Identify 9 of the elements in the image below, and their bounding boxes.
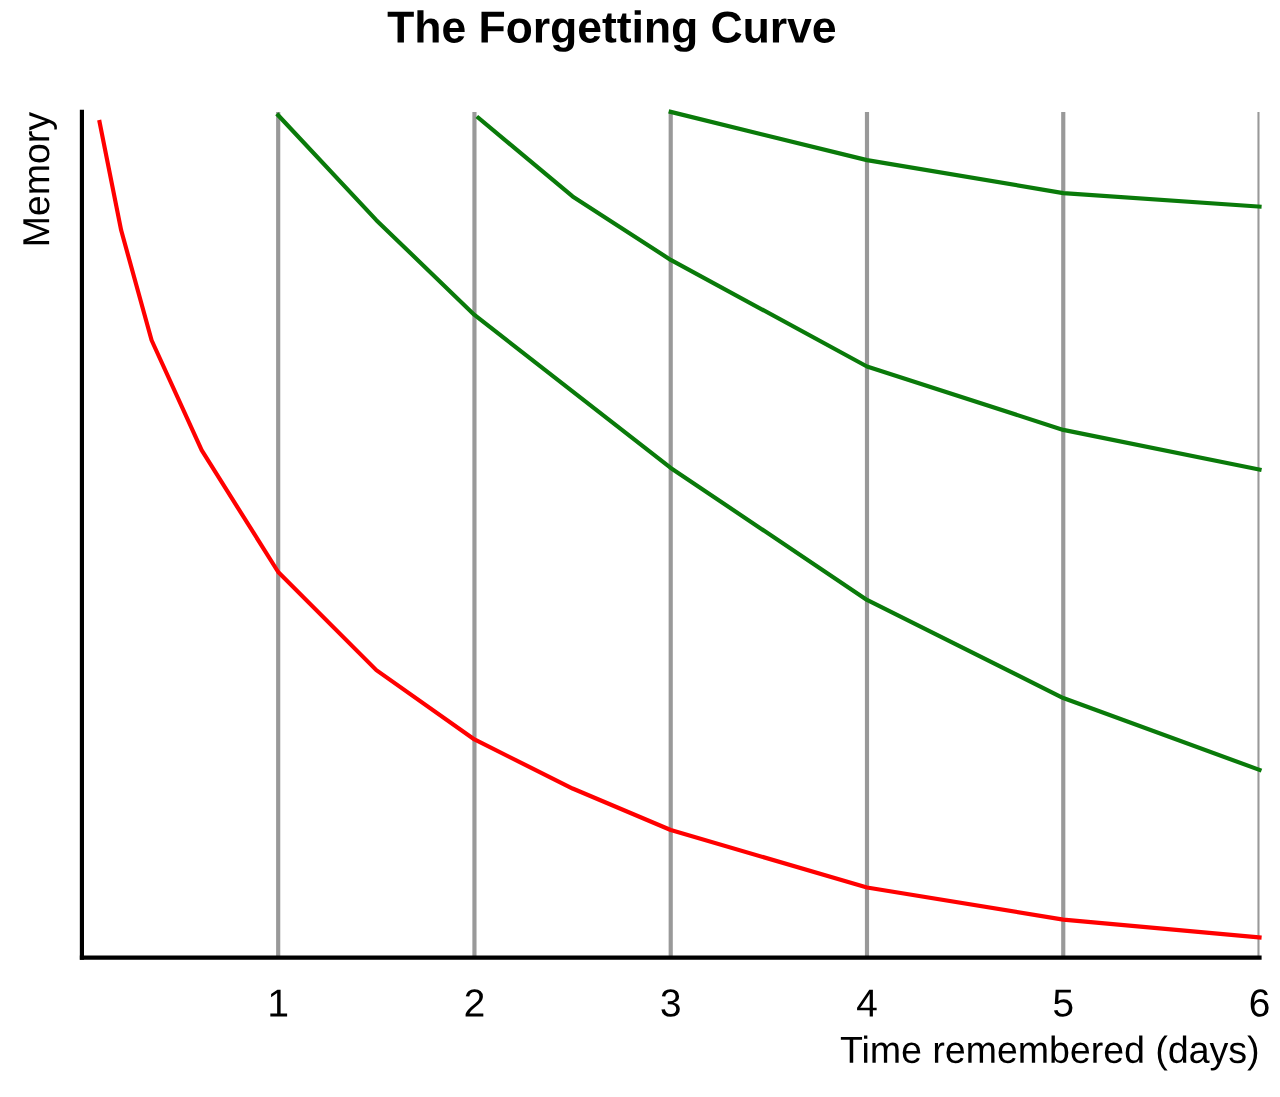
x-tick-label: 2 — [465, 989, 484, 1017]
x-tick-label: 4 — [857, 989, 877, 1017]
x-axis-title: Time remembered (days) — [840, 1035, 1258, 1071]
x-tick-label: 6 — [1250, 989, 1269, 1017]
y-axis-title: Memory — [23, 111, 57, 245]
x-tick-label: 3 — [661, 989, 680, 1017]
x-tick-label: 5 — [1054, 989, 1073, 1017]
chart-title: The Forgetting Curve — [387, 10, 836, 52]
x-tick-label: 1 — [270, 989, 288, 1017]
